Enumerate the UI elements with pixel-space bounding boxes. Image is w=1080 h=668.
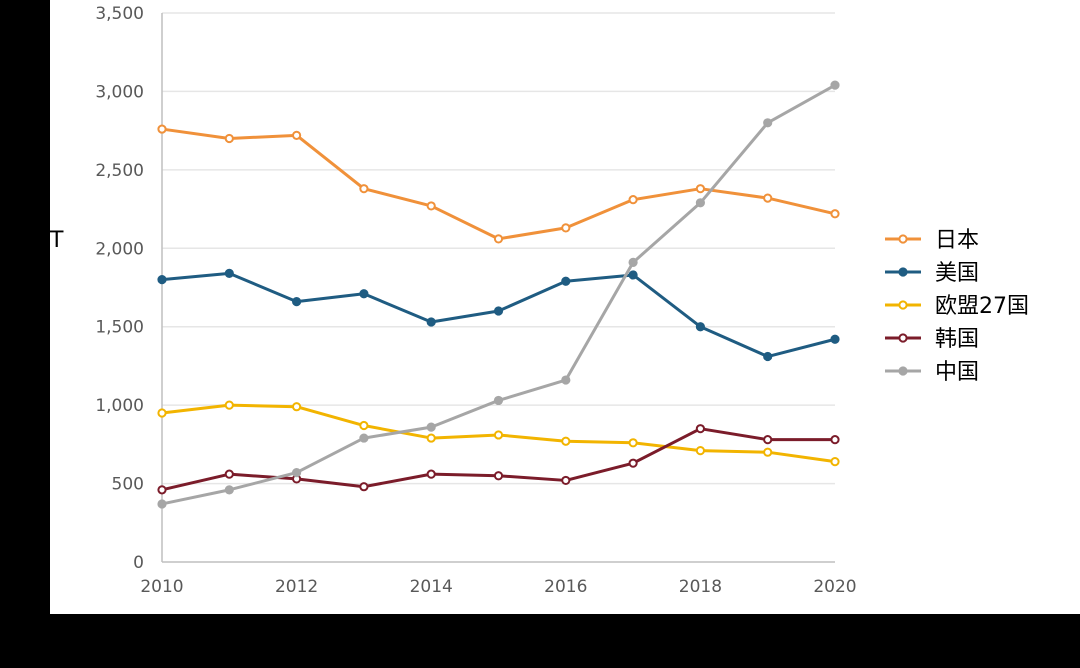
series-lines <box>157 80 840 509</box>
data-point <box>359 433 369 443</box>
data-point <box>561 436 571 446</box>
y-tick-label: 0 <box>133 553 144 573</box>
y-tick-label: 3,500 <box>95 4 144 24</box>
x-tick-label: 2020 <box>813 577 856 597</box>
data-point <box>157 275 167 285</box>
y-tick-label: 2,500 <box>95 161 144 181</box>
data-point <box>763 118 773 128</box>
data-point <box>224 268 234 278</box>
data-point <box>426 317 436 327</box>
y-tick-label: 2,000 <box>95 239 144 259</box>
data-point <box>763 447 773 457</box>
data-point <box>695 424 706 434</box>
x-tick-label: 2016 <box>544 577 587 597</box>
y-axis-label-fragment: T <box>50 228 64 253</box>
data-point <box>359 184 369 194</box>
data-point <box>830 80 840 90</box>
data-point <box>493 306 504 316</box>
data-point <box>224 485 234 495</box>
data-point <box>359 482 369 492</box>
legend-swatch-marker <box>898 366 908 376</box>
data-point <box>359 289 369 299</box>
data-point <box>224 133 234 144</box>
data-point <box>493 234 504 244</box>
data-point <box>830 457 840 467</box>
data-point <box>628 458 638 468</box>
data-point <box>359 420 369 431</box>
data-point <box>628 195 638 205</box>
data-point <box>763 435 773 445</box>
data-point <box>157 499 167 509</box>
legend-label: 韩国 <box>935 327 979 352</box>
data-point <box>426 422 436 432</box>
data-point <box>292 402 302 412</box>
data-point <box>628 438 638 448</box>
legend-swatch-marker <box>898 300 908 310</box>
data-point <box>561 475 571 486</box>
data-point <box>157 408 167 418</box>
y-tick-label: 3,000 <box>95 82 144 102</box>
data-point <box>224 400 234 410</box>
x-axis-ticks: 2010 2012 2014 2016 2018 2020 <box>140 577 856 597</box>
series-line-4 <box>161 83 836 506</box>
data-point <box>561 375 571 385</box>
series-line-0 <box>161 127 836 241</box>
data-point <box>830 209 840 219</box>
data-point <box>157 124 167 134</box>
data-point <box>561 276 571 286</box>
legend-label: 中国 <box>935 360 979 385</box>
data-point <box>292 467 302 478</box>
data-point <box>830 435 840 445</box>
legend-swatch-marker <box>898 234 908 244</box>
data-point <box>695 198 706 208</box>
data-point <box>763 193 773 203</box>
data-point <box>763 351 773 362</box>
legend-swatch-marker <box>898 267 908 277</box>
x-tick-label: 2012 <box>275 577 318 597</box>
data-point <box>695 322 706 332</box>
data-point <box>426 433 436 443</box>
y-tick-label: 1,500 <box>95 318 144 338</box>
data-point <box>493 395 504 406</box>
data-point <box>830 334 840 344</box>
legend-label: 美国 <box>935 261 979 286</box>
gridlines <box>161 12 835 563</box>
x-tick-label: 2010 <box>140 577 183 597</box>
legend-label: 日本 <box>935 228 979 253</box>
legend-label: 欧盟27国 <box>935 294 1029 319</box>
data-point <box>426 469 436 479</box>
x-tick-label: 2018 <box>679 577 722 597</box>
data-point <box>493 471 504 481</box>
data-point <box>493 430 504 440</box>
legend-swatch-marker <box>898 333 908 343</box>
x-tick-label: 2014 <box>410 577 453 597</box>
data-point <box>426 201 436 211</box>
y-tick-label: 1,000 <box>95 396 144 416</box>
data-point <box>628 257 638 268</box>
data-point <box>628 270 638 280</box>
data-point <box>224 469 234 479</box>
data-point <box>292 130 302 140</box>
data-point <box>292 297 302 307</box>
y-tick-label: 500 <box>112 475 144 495</box>
y-axis-ticks: 0 500 1,000 1,500 2,000 2,500 3,000 3,500 <box>95 4 144 573</box>
chart-panel <box>50 0 1080 614</box>
data-point <box>561 223 571 233</box>
data-point <box>695 184 706 194</box>
data-point <box>695 446 706 456</box>
data-point <box>157 485 167 495</box>
